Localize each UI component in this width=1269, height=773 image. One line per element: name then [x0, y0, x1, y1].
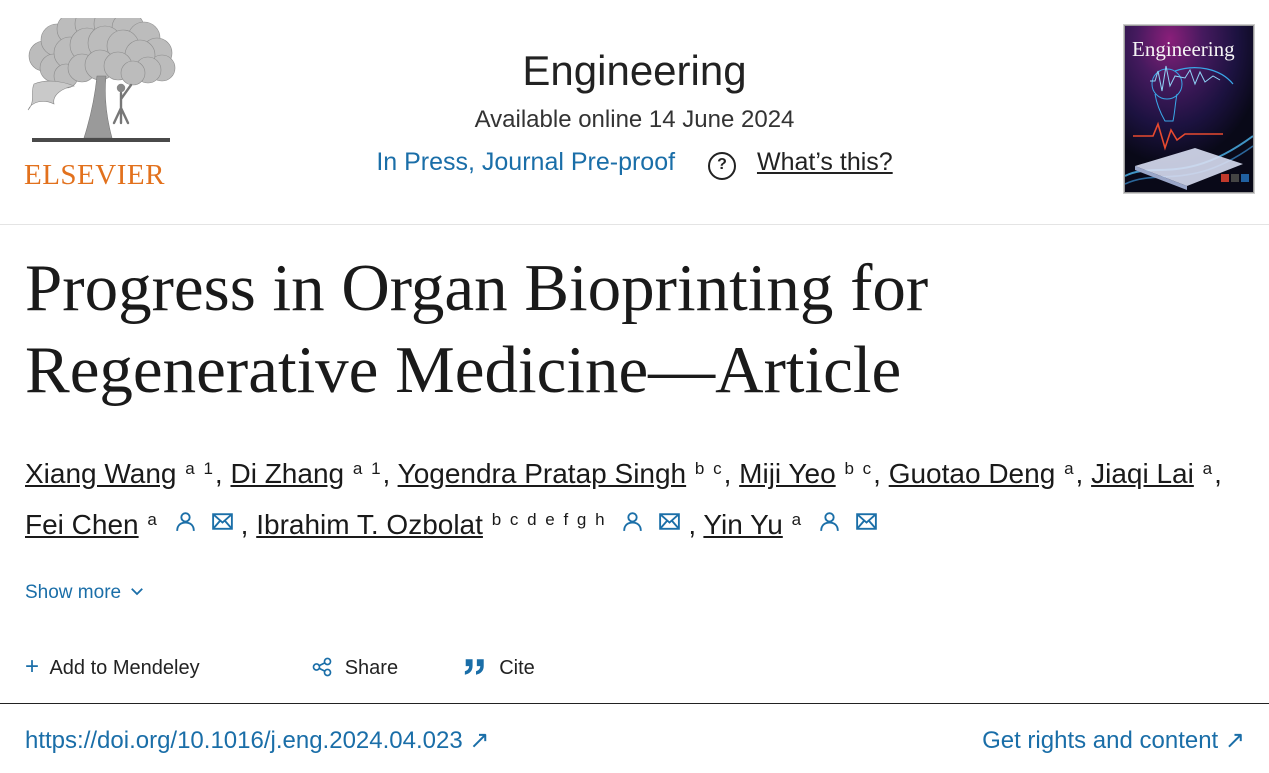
svg-text:Engineering: Engineering [1132, 37, 1235, 61]
